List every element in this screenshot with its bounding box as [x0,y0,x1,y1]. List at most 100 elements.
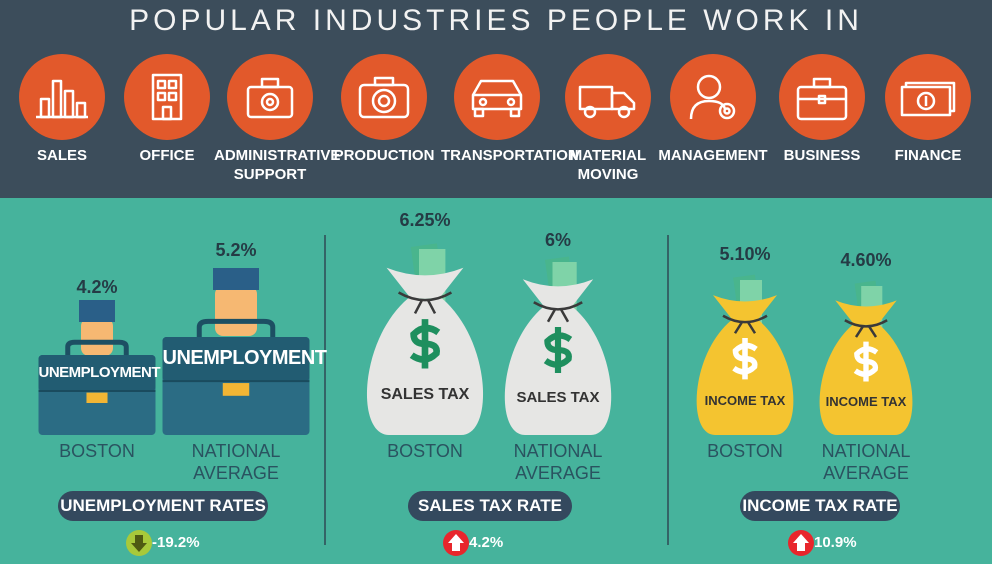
location-name: NATIONAL AVERAGE [821,441,911,483]
icon-part [265,97,275,107]
industry-label: FINANCE [894,147,962,164]
bag-flap [713,295,777,321]
dollar-sign [543,327,573,374]
icon-part [900,85,952,117]
industry-icon-circle [885,54,971,140]
bag-flap [522,279,594,308]
icon-part [75,101,87,119]
industry-icon [36,79,88,119]
location-name: NATIONAL AVERAGE [191,441,281,483]
briefcase-lock [86,392,108,403]
dollar-sign [732,338,758,380]
bag-tie [722,314,768,334]
icon-part [260,77,280,89]
change-arrow [448,534,464,551]
industry-icon [151,73,183,121]
icon-part [916,91,936,111]
section-title: UNEMPLOYMENT RATES [60,496,266,515]
icon-part [696,74,722,100]
section-title: INCOME TAX RATE [742,496,898,515]
briefcase-handle [65,339,129,355]
section-pill [740,491,900,521]
icon-part [583,105,597,119]
value-label: 5.10% [719,244,771,264]
cuff [79,300,115,322]
value-label: 4.60% [840,250,892,270]
object-label: UNEMPLOYMENT [162,346,328,369]
section-pill [408,491,572,521]
bag-tie [844,319,888,338]
section-pill [58,491,268,521]
dollar-sign [853,341,879,382]
change-arrow [793,534,809,551]
icon-part [617,105,631,119]
industry-label: MANAGEMENT [658,147,768,164]
briefcase-top [38,355,156,391]
change-value: -19.2% [152,534,200,551]
location-name: BOSTON [387,441,463,461]
industry-icon [246,77,294,119]
icon-part [509,107,521,118]
icon-part [718,102,736,120]
dollar-sign [409,319,441,369]
section-title: SALES TAX RATE [418,496,562,515]
icon-part [161,105,173,121]
location-name: BOSTON [707,441,783,461]
briefcase-handle [196,318,276,337]
icon-part [39,97,51,119]
icon-part [506,97,516,107]
icon-part [478,97,488,107]
industry-label: PRODUCTION [333,147,435,164]
briefcase-top [162,337,310,382]
hand [215,286,257,336]
icon-part [156,79,167,90]
industry-icon [796,77,848,121]
change-arrow [131,535,147,552]
industry-icon [689,74,736,120]
icon-part [371,88,397,114]
icon-part [817,94,827,105]
icon-part [63,89,75,119]
industry-label: ADMINISTRATIVE SUPPORT [214,147,341,183]
bag-flap [386,267,464,299]
icon-part [610,91,636,111]
icon-part [156,91,167,102]
bag-tie [533,301,583,323]
industry-icon-circle [454,54,540,140]
industry-label: MATERIAL MOVING [569,147,647,183]
location-name: BOSTON [59,441,135,461]
icon-part [812,77,832,89]
industry-label: SALES [36,147,87,164]
object-label: SALES TAX [380,385,470,403]
object-label: SALES TAX [516,388,600,406]
icon-part [473,107,485,118]
change-value: 10.9% [814,534,857,551]
icon-part [904,81,956,113]
icon-part [51,79,63,119]
industry-label: BUSINESS [783,147,861,164]
industry-icon-circle [565,54,651,140]
industry-icon-circle [124,54,210,140]
object-label: INCOME TAX [704,392,786,408]
industry-icon-circle [227,54,313,140]
industry-icon [471,79,523,118]
icon-part [167,79,178,90]
change-value: 4.2% [469,534,504,551]
value-label: 6% [544,230,571,250]
bag-tie [397,291,453,314]
hand [81,318,113,356]
icon-part [377,94,391,108]
briefcase-lock [222,383,250,396]
cuff [213,268,259,290]
icon-part [167,91,178,102]
object-label: UNEMPLOYMENT [38,363,161,381]
icon-part [723,107,731,115]
industry-icon [900,81,956,117]
bag-flap [835,300,897,325]
icon-part [260,92,280,112]
object-label: INCOME TAX [825,394,907,410]
industry-icon [358,76,410,119]
value-label: 5.2% [215,240,257,260]
